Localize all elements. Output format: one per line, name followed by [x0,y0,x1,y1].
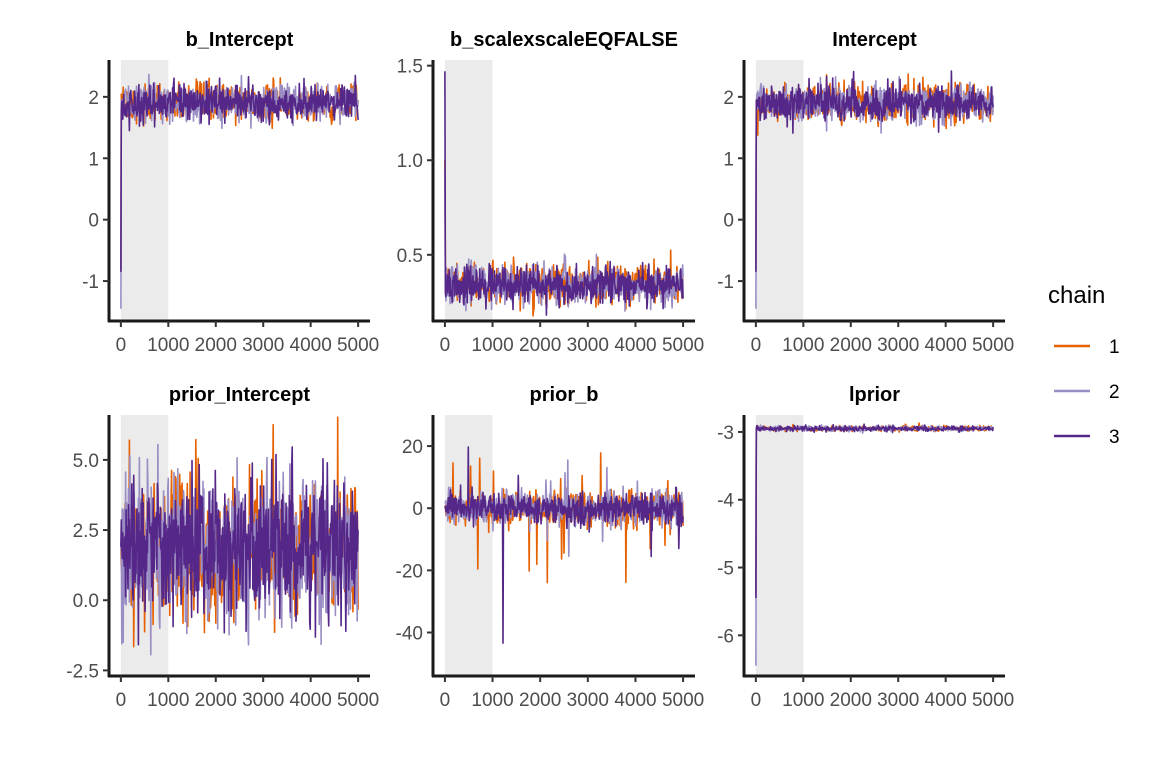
x-tick-label: 4000 [925,335,967,356]
trace-panel: prior_b -40 -20 0 20 0 1000 2000 3000 4000 5000 [396,384,705,711]
x-tick-label: 5000 [337,690,379,711]
y-tick-label: -5 [717,559,734,580]
y-tick-label: -2.5 [66,661,99,682]
trace-line-chain-3 [120,74,359,272]
y-tick-label: 1.5 [397,57,423,78]
trace-panel: Intercept -1 0 1 2 0 1000 2000 3000 4000 5000 [717,29,1014,356]
x-tick-label: 3000 [242,690,284,711]
trace-panel: b_Intercept -1 0 1 2 0 1000 2000 3000 4000 5000 [82,29,379,356]
x-tick-label: 5000 [972,335,1014,356]
y-tick-label: -1 [717,272,734,293]
trace-panel: prior_Intercept -2.5 0.0 2.5 5.0 0 1000 2000 300… [66,384,379,711]
traces [120,73,359,309]
x-tick-label: 5000 [662,690,704,711]
x-tick-label: 2000 [195,335,237,356]
legend-item: 1 [1054,337,1120,358]
y-tick-label: 20 [402,437,423,458]
trace-line-chain-3 [444,71,684,316]
x-tick-label: 1000 [471,335,513,356]
x-tick-label: 2000 [830,690,872,711]
x-tick-label: 1000 [471,690,513,711]
panel-title: b_scalexscaleEQFALSE [450,29,678,51]
panel-title: b_Intercept [186,29,294,51]
legend-item: 3 [1054,427,1120,448]
x-tick-label: 4000 [925,690,967,711]
x-tick-label: 2000 [519,335,561,356]
x-tick-label: 5000 [662,335,704,356]
y-tick-label: -1 [82,272,99,293]
y-tick-label: -4 [717,491,734,512]
panel-title: prior_b [530,384,599,406]
trace-panel: lprior -6 -5 -4 -3 0 1000 2000 3000 4000 5000 [717,384,1014,711]
legend-title: chain [1048,282,1105,309]
legend-item: 2 [1054,382,1120,403]
legend-label: 3 [1109,427,1120,448]
x-tick-label: 4000 [614,335,656,356]
y-tick-label: 5.0 [73,451,99,472]
x-tick-label: 1000 [147,690,189,711]
x-tick-label: 4000 [290,690,332,711]
traces [444,71,684,317]
x-tick-label: 1000 [147,335,189,356]
y-tick-label: -3 [717,423,734,444]
x-tick-label: 0 [116,335,127,356]
x-tick-label: 0 [751,335,762,356]
x-tick-label: 1000 [782,335,824,356]
traces [755,422,994,666]
trace-panel: b_scalexscaleEQFALSE 0.5 1.0 1.5 0 1000 2000 30… [397,29,705,356]
x-tick-label: 0 [751,690,762,711]
y-tick-label: 1 [88,149,99,170]
y-tick-label: 2.5 [73,521,99,542]
trace-line-chain-3 [444,446,684,644]
y-tick-label: 2 [723,88,734,109]
x-tick-label: 3000 [567,335,609,356]
x-tick-label: 3000 [242,335,284,356]
y-tick-label: 2 [88,88,99,109]
x-tick-label: 3000 [877,690,919,711]
x-tick-label: 4000 [614,690,656,711]
y-tick-label: 0 [412,499,423,520]
y-tick-label: 0.0 [73,591,99,612]
x-tick-label: 4000 [290,335,332,356]
panel-title: Intercept [832,29,917,51]
traces [120,416,359,656]
x-tick-label: 3000 [567,690,609,711]
x-tick-label: 2000 [830,335,872,356]
traces [755,70,994,309]
y-tick-label: 0 [723,211,734,232]
traces [444,446,684,644]
y-tick-label: -20 [396,561,423,582]
y-tick-label: 1 [723,149,734,170]
trace-line-chain-3 [755,423,994,599]
trace-line-chain-3 [755,70,994,272]
x-tick-label: 2000 [195,690,237,711]
x-tick-label: 1000 [782,690,824,711]
x-tick-label: 3000 [877,335,919,356]
y-tick-label: 0.5 [397,246,423,267]
trace-line-chain-2 [755,76,994,309]
legend: chain 1 2 3 [1048,282,1120,448]
x-tick-label: 0 [116,690,127,711]
x-tick-label: 0 [440,335,451,356]
x-tick-label: 2000 [519,690,561,711]
panel-title: prior_Intercept [169,384,310,406]
y-tick-label: 0 [88,211,99,232]
trace-line-chain-3 [120,446,359,646]
legend-label: 2 [1109,382,1120,403]
x-tick-label: 0 [440,690,451,711]
x-tick-label: 5000 [337,335,379,356]
warmup-region [755,415,804,676]
x-tick-label: 5000 [972,690,1014,711]
y-tick-label: -6 [717,626,734,647]
y-tick-label: 1.0 [397,151,423,172]
panel-title: lprior [849,384,900,406]
y-tick-label: -40 [396,624,423,645]
legend-label: 1 [1109,337,1120,358]
